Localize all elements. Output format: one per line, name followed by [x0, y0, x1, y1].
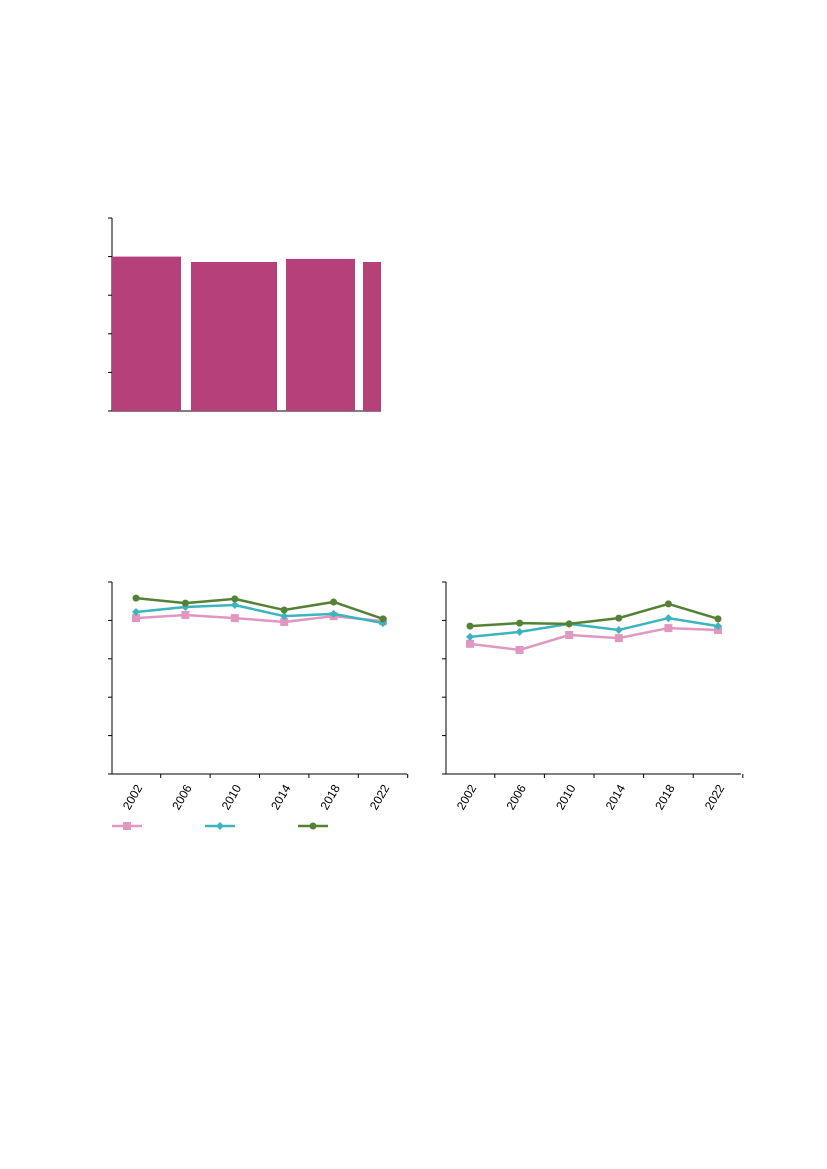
marker: [230, 601, 239, 610]
x-tick-group: 2022: [367, 782, 393, 812]
x-tick-group: 2014: [268, 782, 294, 812]
marker: [379, 615, 387, 623]
line: [135, 603, 384, 625]
x-tick-label: 2018: [317, 782, 343, 812]
x-tick-group: 2018: [652, 782, 678, 812]
x-tick-group: 2002: [120, 782, 146, 812]
x-tick-group: 2014: [603, 782, 629, 812]
x-tick-group: 2006: [503, 782, 529, 812]
x-tick-label: 2022: [367, 782, 393, 812]
marker: [230, 614, 239, 623]
x-tick-label: 2010: [553, 782, 579, 812]
marker: [466, 622, 474, 630]
marker: [466, 639, 474, 648]
marker: [181, 599, 189, 607]
bar: [363, 262, 381, 411]
x-tick-label: 2010: [219, 782, 245, 812]
marker: [615, 614, 623, 622]
x-tick-group: 2002: [454, 782, 480, 812]
marker: [664, 614, 673, 623]
marker: [280, 612, 289, 621]
marker: [181, 611, 190, 620]
marker: [714, 615, 722, 623]
x-tick-group: 2006: [169, 782, 195, 812]
x-tick-group: 2022: [702, 782, 728, 812]
line: [135, 613, 384, 624]
bar: [112, 256, 181, 411]
marker: [515, 645, 524, 654]
marker: [231, 595, 239, 603]
line: [135, 596, 384, 621]
x-tick-label: 2022: [702, 782, 728, 812]
x-tick-label: 2002: [120, 782, 146, 812]
marker: [329, 609, 338, 618]
marker: [714, 622, 722, 631]
x-tick-label: 2006: [503, 782, 529, 812]
x-tick-label: 2014: [603, 782, 629, 812]
marker: [664, 600, 672, 608]
marker: [565, 630, 574, 639]
marker: [516, 619, 524, 627]
marker: [664, 624, 673, 633]
line: [469, 626, 719, 652]
marker: [280, 606, 288, 614]
bar: [286, 258, 355, 411]
marker: [132, 594, 140, 602]
marker: [565, 620, 573, 628]
marker: [466, 632, 474, 641]
legend-marker: [216, 822, 224, 830]
marker: [330, 598, 338, 606]
line: [469, 602, 719, 628]
x-tick-label: 2018: [652, 782, 678, 812]
marker: [614, 626, 623, 634]
x-tick-label: 2014: [268, 782, 294, 812]
marker: [614, 634, 623, 643]
marker: [132, 607, 140, 616]
marker: [515, 627, 524, 636]
x-tick-label: 2006: [169, 782, 195, 812]
legend-marker: [309, 822, 317, 830]
x-tick-group: 2010: [553, 782, 579, 812]
marker: [280, 617, 289, 626]
x-tick-label: 2002: [454, 782, 480, 812]
legend-marker: [123, 822, 131, 830]
marker: [132, 614, 140, 623]
bar: [191, 262, 277, 411]
x-tick-group: 2018: [317, 782, 343, 812]
x-tick-group: 2010: [219, 782, 245, 812]
line: [469, 616, 719, 639]
